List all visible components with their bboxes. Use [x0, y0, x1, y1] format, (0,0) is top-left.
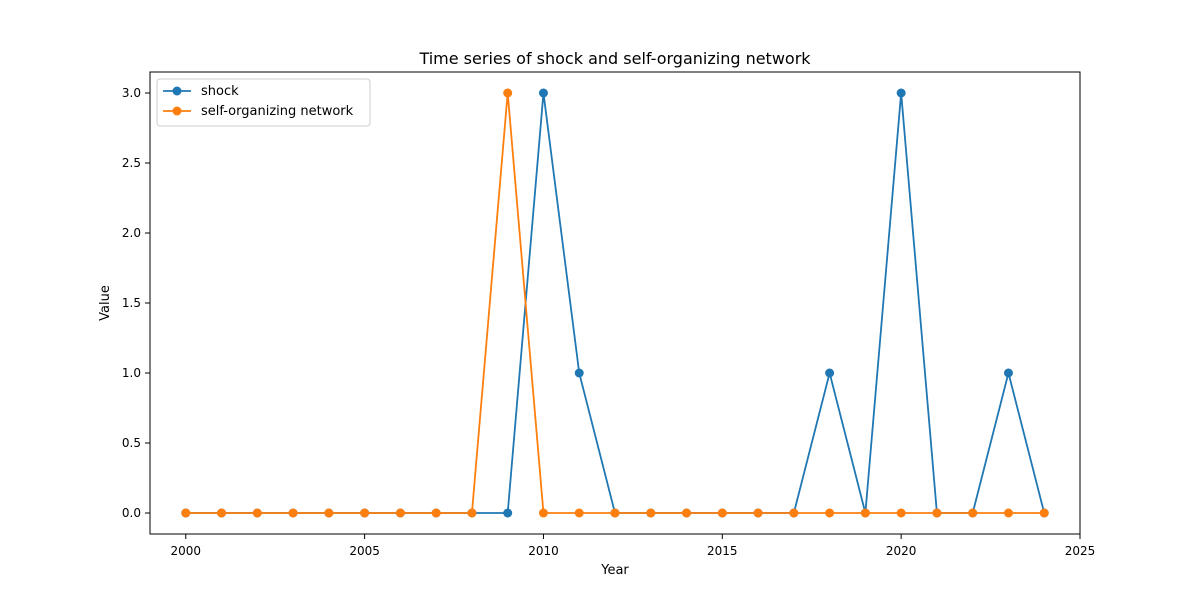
- series-point: [1003, 508, 1013, 518]
- series-point: [860, 508, 870, 518]
- series-point: [288, 508, 298, 518]
- series-point: [252, 508, 262, 518]
- series-point: [682, 508, 692, 518]
- y-tick-label: 0.0: [122, 506, 141, 520]
- series-point: [538, 88, 548, 98]
- series-point: [825, 368, 835, 378]
- x-tick-label: 2025: [1065, 544, 1096, 558]
- y-tick-label: 0.5: [122, 436, 141, 450]
- legend: shock self-organizing network: [156, 78, 371, 127]
- series-point: [896, 88, 906, 98]
- series-point: [503, 88, 513, 98]
- series-point: [968, 508, 978, 518]
- x-tick-label: 2015: [707, 544, 738, 558]
- series-point: [646, 508, 656, 518]
- legend-swatch-marker: [172, 106, 182, 116]
- axis-ticks: 2000 2005 2010 2015 2020 2025 0.0 0.5 1.0 1.5 2.0 2…: [122, 86, 1095, 558]
- series-point: [538, 508, 548, 518]
- series-point: [753, 508, 763, 518]
- x-tick-label: 2010: [528, 544, 559, 558]
- legend-label: self-organizing network: [201, 104, 354, 119]
- series-point: [896, 508, 906, 518]
- series-point: [467, 508, 477, 518]
- series-point: [1003, 368, 1013, 378]
- series-point: [1039, 508, 1049, 518]
- series-point: [360, 508, 370, 518]
- series-point: [717, 508, 727, 518]
- series-point: [217, 508, 227, 518]
- series-point: [789, 508, 799, 518]
- y-tick-label: 2.5: [122, 156, 141, 170]
- x-tick-label: 2000: [170, 544, 201, 558]
- series-point: [431, 508, 441, 518]
- y-tick-label: 2.0: [122, 226, 141, 240]
- series-point: [181, 508, 191, 518]
- series-point: [825, 508, 835, 518]
- y-tick-label: 1.0: [122, 366, 141, 380]
- series-point: [503, 508, 513, 518]
- x-tick-label: 2005: [349, 544, 380, 558]
- series-point: [324, 508, 334, 518]
- y-tick-label: 1.5: [122, 296, 141, 310]
- plot-area-frame: [149, 71, 1081, 535]
- legend-box: [156, 78, 371, 127]
- series-lines: [181, 88, 1049, 518]
- series-point: [574, 508, 584, 518]
- series-point: [395, 508, 405, 518]
- y-axis-label: Value: [98, 285, 113, 321]
- series-point: [610, 508, 620, 518]
- legend-label: shock: [201, 84, 239, 99]
- series-point: [932, 508, 942, 518]
- legend-swatch-marker: [172, 86, 182, 96]
- y-tick-label: 3.0: [122, 86, 141, 100]
- x-axis-label: Year: [600, 563, 629, 578]
- series-point: [574, 368, 584, 378]
- x-tick-label: 2020: [886, 544, 917, 558]
- chart-title: Time series of shock and self-organizing…: [418, 49, 811, 68]
